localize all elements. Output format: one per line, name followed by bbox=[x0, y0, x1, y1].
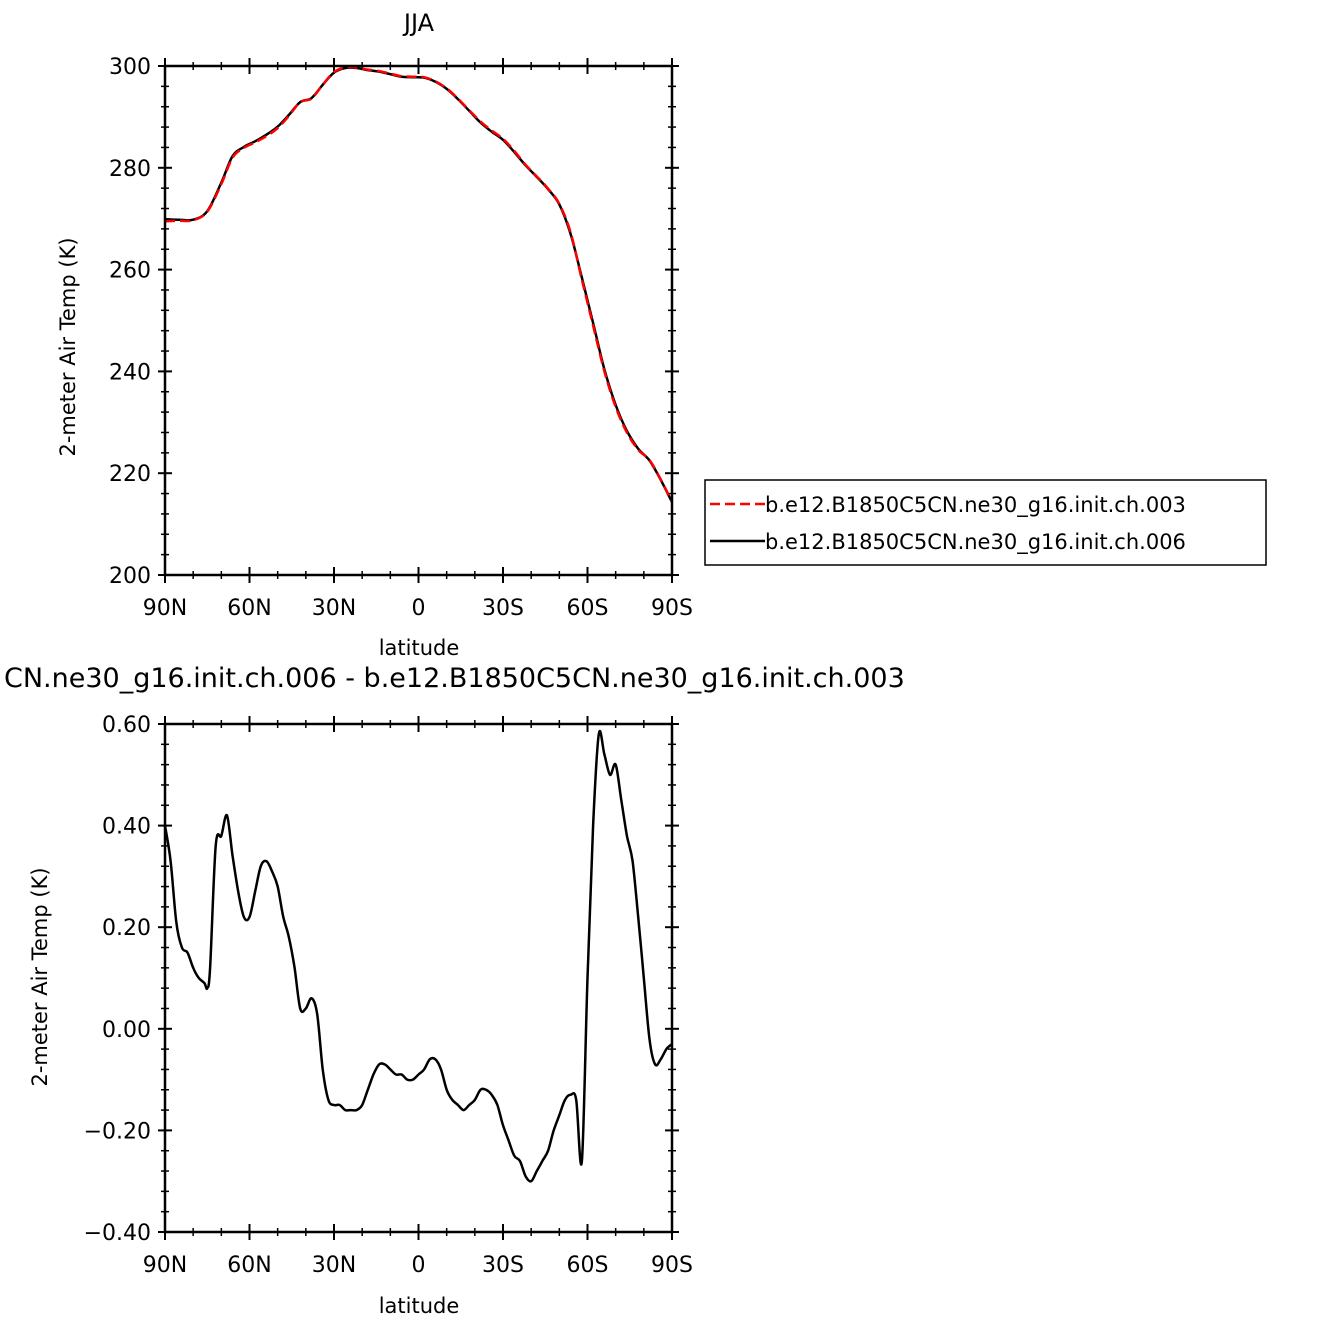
top-x-tick-label: 90S bbox=[651, 596, 693, 621]
top-x-tick-label: 60S bbox=[567, 596, 609, 621]
bottom-y-tick-label: 0.00 bbox=[102, 1018, 151, 1043]
bottom-plot-frame bbox=[163, 722, 674, 1234]
top-y-tick-label: 200 bbox=[109, 564, 151, 589]
bottom-chart-series bbox=[163, 730, 673, 1183]
top-y-tick-label: 260 bbox=[109, 259, 151, 284]
legend-frame bbox=[704, 479, 1267, 566]
legend-label-006: b.e12.B1850C5CN.ne30_g16.init.ch.006 bbox=[765, 530, 1186, 555]
bottom-y-axis-label: 2-meter Air Temp (K) bbox=[28, 867, 52, 1086]
top-y-tick-label: 240 bbox=[109, 360, 151, 385]
top-y-tick-label: 220 bbox=[109, 462, 151, 487]
bottom-y-tick-label: −0.40 bbox=[84, 1221, 151, 1246]
bottom-x-tick-label: 90N bbox=[143, 1253, 187, 1278]
top-plot-frame bbox=[163, 64, 674, 577]
bottom-series-line bbox=[163, 730, 673, 1183]
bottom-x-tick-label: 0 bbox=[412, 1253, 426, 1278]
top-chart-series bbox=[164, 65, 674, 503]
top-y-tick-label: 300 bbox=[109, 55, 151, 80]
bottom-y-tick-label: 0.60 bbox=[102, 713, 151, 738]
top-x-tick-label: 90N bbox=[143, 596, 187, 621]
bottom-chart-title: CN.ne30_g16.init.ch.006 - b.e12.B1850C5C… bbox=[4, 663, 905, 694]
bottom-x-axis-label: latitude bbox=[379, 1294, 460, 1318]
legend-label-003: b.e12.B1850C5CN.ne30_g16.init.ch.003 bbox=[765, 493, 1186, 518]
top-x-tick-label: 60N bbox=[227, 596, 271, 621]
top-y-axis-label: 2-meter Air Temp (K) bbox=[56, 237, 80, 456]
top-series-line-003 bbox=[164, 65, 674, 503]
bottom-x-tick-label: 30N bbox=[312, 1253, 356, 1278]
top-x-tick-label: 0 bbox=[412, 596, 426, 621]
bottom-x-tick-label: 60S bbox=[567, 1253, 609, 1278]
top-series-line-006 bbox=[164, 66, 674, 503]
legend: b.e12.B1850C5CN.ne30_g16.init.ch.003 b.e… bbox=[704, 479, 1267, 566]
bottom-chart-panel: CN.ne30_g16.init.ch.006 - b.e12.B1850C5C… bbox=[4, 663, 905, 1318]
bottom-y-tick-label: 0.20 bbox=[102, 916, 151, 941]
bottom-x-tick-label: 60N bbox=[227, 1253, 271, 1278]
bottom-x-tick-label: 90S bbox=[651, 1253, 693, 1278]
top-chart-title: JJA bbox=[402, 9, 435, 37]
bottom-y-tick-label: −0.20 bbox=[84, 1119, 151, 1144]
top-chart-ticks: 200 220 240 260 280 300 90N 60N 30N 0 30S 60S 90S bbox=[109, 55, 693, 621]
bottom-y-tick-label: 0.40 bbox=[102, 815, 151, 840]
top-chart-panel: JJA 200 220 240 260 280 300 90N 60N 30N 0 30S 60S 90… bbox=[56, 9, 1267, 660]
bottom-chart-ticks: −0.40 −0.20 0.00 0.20 0.40 0.60 90N 60N 30N 0 30S 6… bbox=[84, 713, 693, 1278]
top-x-tick-label: 30S bbox=[482, 596, 524, 621]
top-y-tick-label: 280 bbox=[109, 157, 151, 182]
bottom-x-tick-label: 30S bbox=[482, 1253, 524, 1278]
top-x-axis-label: latitude bbox=[379, 636, 460, 660]
top-x-tick-label: 30N bbox=[312, 596, 356, 621]
